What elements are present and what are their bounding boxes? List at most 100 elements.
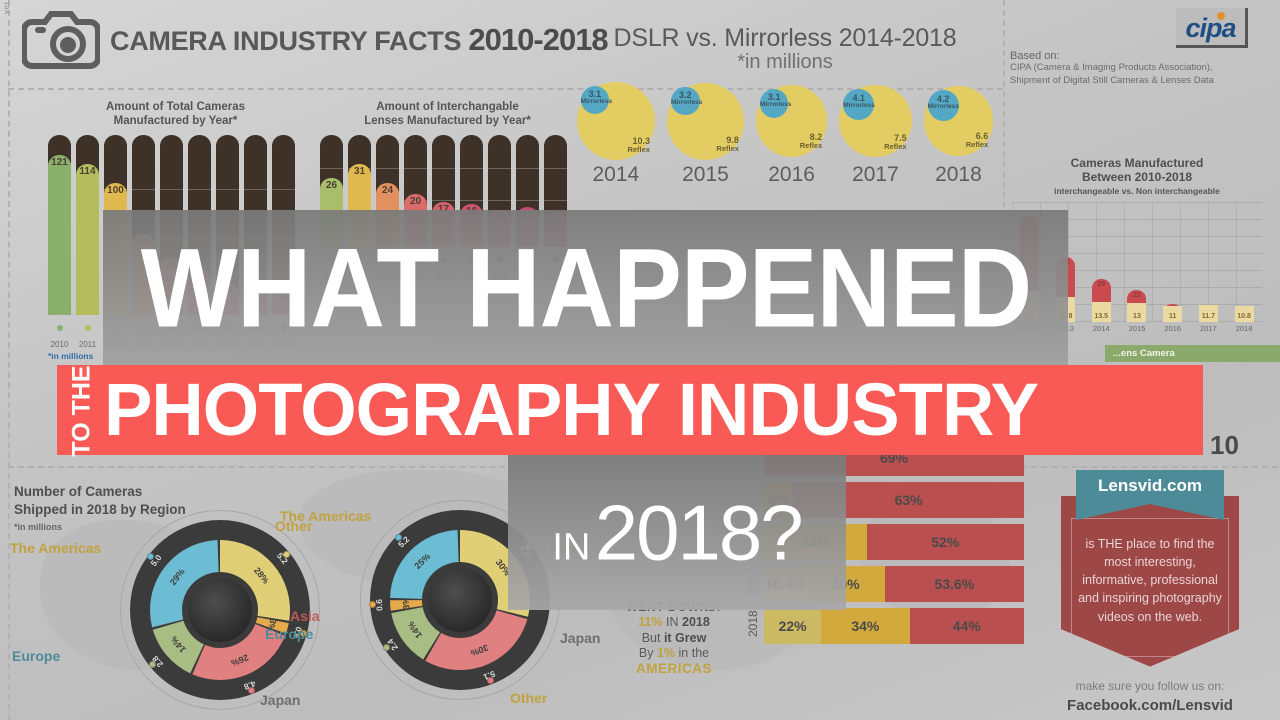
mirrorless-value: 3.1: [767, 92, 781, 103]
interchangeable-value: 11.7: [1201, 312, 1215, 320]
donut-percent-label: 3%: [401, 597, 412, 611]
divider: [8, 88, 1003, 90]
donut-segment: [390, 530, 459, 599]
went-down-line3: But it Grew: [641, 630, 707, 645]
manufactured-year-label: 2017: [1200, 323, 1217, 333]
bar-fill: [48, 154, 71, 315]
mirrorless-label: 3.1 Mirrorless: [759, 92, 792, 109]
lensvid-badge: Lensvid.com is THE place to find the mos…: [1050, 470, 1250, 714]
camera-icon: [21, 8, 101, 75]
interchangeable-bar: [1234, 305, 1254, 322]
reflex-bubble: 4.1 Mirrorless 7.5 Reflex: [839, 84, 912, 158]
gridline: [460, 199, 483, 201]
manufactured-year-label: 2015: [1128, 323, 1146, 333]
donut-region-label: Japan: [260, 692, 301, 708]
donut-value-label: 5.0: [148, 552, 163, 568]
mirrorless-label: 3.1 Mirrorless: [581, 88, 612, 106]
mirrorless-name: Mirrorless: [759, 101, 792, 109]
reflex-bubble: 3.2 Mirrorless 9.8 Reflex: [666, 82, 744, 160]
non-interchangeable-bar: 8.610.8: [1234, 305, 1254, 322]
reflex-bubble: 3.1 Mirrorless 8.2 Reflex: [755, 85, 828, 157]
manufactured-bar: 22 13: [1127, 289, 1147, 322]
donut-region-label: Other: [510, 690, 548, 706]
donut-leader-dot: [299, 630, 307, 638]
manufactured-bar: 11.511.7: [1198, 304, 1218, 322]
non-interchangeable-value: 22: [1133, 291, 1141, 299]
axis-year-label: 2010: [50, 339, 69, 349]
green-tag-label: ...ens Camera: [1105, 345, 1280, 362]
header-title-text: CAMERA INDUSTRY FACTS: [110, 26, 462, 56]
gridline: [404, 168, 427, 170]
bar-value-label: 114: [79, 165, 96, 177]
donut-leader-dot: [383, 644, 391, 652]
donut-segments: 28%5.23% 0.626%4.814%2.829%5.0: [148, 540, 304, 692]
donut-region-label: The Americas: [10, 540, 102, 556]
dslr-year-label: 2016: [768, 163, 815, 187]
bar-track: 121: [48, 134, 71, 315]
reflex-label: 7.5 Reflex: [884, 133, 907, 151]
based-on-block: cipa Based on: CIPA (Camera & Imaging Pr…: [1010, 8, 1260, 88]
dslr-subtitle: *in millions: [737, 51, 833, 73]
stacked-bar-segment: 53.6%: [884, 566, 1024, 602]
went-down-statement: WENT DOWNBY 11% IN 2018 But it Grew By 1…: [604, 600, 744, 677]
manufactured-bar: 8.610.8: [1234, 305, 1254, 322]
donut-segment: [255, 617, 289, 634]
gridline: [432, 199, 455, 201]
gridline: [432, 168, 455, 170]
mirrorless-label: 3.2 Mirrorless: [671, 90, 702, 107]
donut-leader-dot: [369, 601, 377, 609]
non-interchangeable-bar: 11.511.7: [1198, 304, 1218, 322]
reflex-bubble: 3.1 Mirrorless 10.3 Reflex: [576, 82, 655, 161]
interchangeable-bar: [1127, 302, 1147, 322]
donut-leader-dot: [248, 686, 256, 694]
gridline: [160, 188, 183, 190]
bubble-group: 3.2 Mirrorless 9.8 Reflex: [666, 82, 744, 160]
dslr-title: DSLR vs. Mirrorless 2014-2018: [613, 24, 957, 52]
shipped-region-title: Number of Cameras Shipped in 2018 by Reg…: [14, 484, 186, 517]
dslr-year-label: 2017: [852, 163, 899, 187]
overlay-line3-year: 2018?: [594, 488, 804, 576]
dslr-vs-mirrorless-section: DSLR vs. Mirrorless 2014-2018 *in millio…: [565, 24, 1005, 187]
donut-region-label: Japan: [560, 630, 601, 646]
went-down-line4: By 1% in the: [638, 645, 710, 660]
reflex-name: Reflex: [627, 144, 650, 154]
donut-segment: [152, 620, 204, 674]
donut-value-label: 5.2: [396, 534, 412, 550]
donut-segments: 30%5.430%5.114%2.43%0.625%5.2: [374, 530, 532, 682]
gridline: [488, 199, 511, 201]
lensvid-tab[interactable]: Lensvid.com: [1076, 470, 1224, 520]
mirrorless-value: 3.1: [588, 88, 602, 99]
donut-chart-left: The Americas Other Asia Japan Europe 28% 5.2 3%…: [10, 510, 330, 720]
donut-hub: [188, 578, 252, 642]
reflex-name: Reflex: [799, 141, 823, 151]
mirrorless-label: 4.1 Mirrorless: [843, 93, 875, 110]
mirrorless-bubble: [580, 86, 609, 115]
reflex-name: Reflex: [884, 141, 907, 151]
reflex-label: 8.2 Reflex: [800, 133, 823, 150]
gridline: [132, 188, 155, 190]
manufactured-title: Cameras Manufactured Between 2010-2018: [1070, 156, 1204, 185]
donut-leader-dot: [487, 677, 495, 685]
went-down-line2: 11% IN 2018: [638, 615, 710, 630]
lensvid-facebook-link[interactable]: Facebook.com/Lensvid: [1067, 696, 1233, 714]
mirrorless-name: Mirrorless: [927, 103, 960, 111]
overlay-kicker: TO THE: [67, 365, 96, 457]
interchangeable-bar: [1198, 304, 1218, 322]
non-interchangeable-bar: 22 13: [1127, 289, 1147, 322]
dslr-bubbles: 3.1 Mirrorless 10.3 Reflex 3.2 Mirrorless 9.8 R…: [565, 82, 1005, 161]
gridline: [516, 199, 539, 201]
donut-value-label: 0.6: [291, 626, 304, 640]
donut-value-label: 5.2: [275, 551, 290, 567]
version-label: ver 6.0: [2, 0, 11, 14]
interchangeable-value: 13.5: [1094, 312, 1109, 320]
bar-value-label: 100: [107, 184, 124, 196]
donut-region-label: Europe: [265, 626, 314, 642]
gridline: [188, 188, 211, 190]
mirrorless-name: Mirrorless: [843, 101, 875, 109]
dslr-year-label: 2014: [592, 163, 640, 187]
total-cameras-title: Amount of Total Cameras Manufactured by …: [105, 101, 246, 128]
reflex-name: Reflex: [965, 140, 989, 150]
lensvid-shield: is THE place to find the most interestin…: [1061, 496, 1239, 667]
donut-region-label: The Americas: [280, 508, 372, 524]
